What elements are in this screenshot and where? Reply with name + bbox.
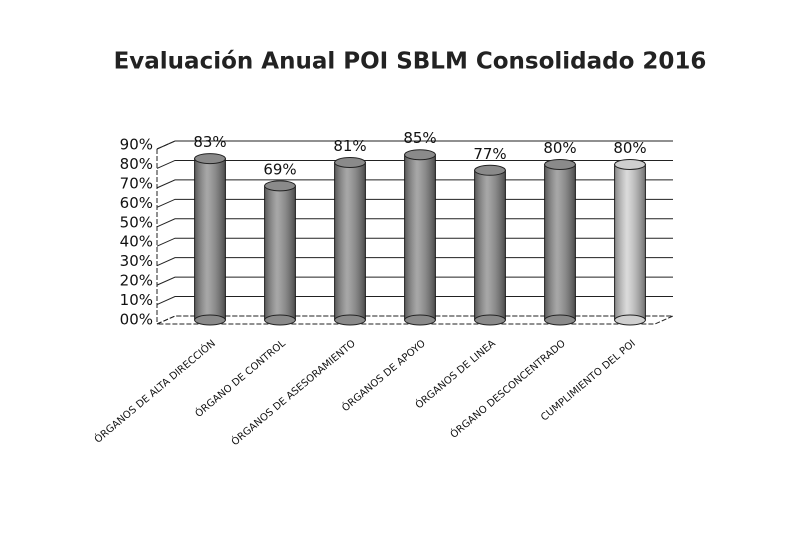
bar-shade bbox=[544, 164, 576, 320]
bar-base bbox=[404, 314, 436, 326]
bar-base bbox=[334, 314, 366, 326]
value-label: 80% bbox=[613, 139, 646, 157]
bar-base bbox=[544, 314, 576, 326]
bar-shade bbox=[404, 154, 436, 320]
grid-line bbox=[156, 140, 673, 150]
grid-line bbox=[156, 276, 673, 286]
bar-cap bbox=[264, 180, 296, 192]
bar-cap bbox=[474, 164, 506, 176]
y-tick-label: 60% bbox=[120, 194, 153, 212]
grid-line bbox=[156, 159, 673, 169]
y-tick-label: 10% bbox=[120, 291, 153, 309]
bar-base bbox=[194, 314, 226, 326]
chart-title: Evaluación Anual POI SBLM Consolidado 20… bbox=[114, 49, 707, 75]
bar-shade bbox=[334, 162, 366, 320]
value-label: 80% bbox=[543, 139, 576, 157]
value-label: 83% bbox=[193, 133, 226, 151]
bar-base bbox=[264, 314, 296, 326]
grid-line bbox=[156, 179, 673, 189]
bar-cap bbox=[404, 149, 436, 161]
bar-cap bbox=[544, 158, 576, 170]
bar-cap bbox=[194, 153, 226, 165]
y-tick-label: 90% bbox=[120, 136, 153, 154]
value-label: 81% bbox=[333, 137, 366, 155]
y-tick-label: 40% bbox=[120, 233, 153, 251]
grid-line bbox=[156, 296, 673, 306]
bar-shade bbox=[474, 170, 506, 320]
x-tick-label: ÓRGANOS DE ASESORAMIENTO bbox=[229, 337, 358, 449]
y-tick-label: 20% bbox=[120, 272, 153, 290]
y-tick-label: 50% bbox=[120, 213, 153, 231]
bar-base bbox=[614, 314, 646, 326]
y-tick-label: 30% bbox=[120, 252, 153, 270]
value-label: 77% bbox=[473, 145, 506, 163]
bar-cap bbox=[614, 158, 646, 170]
grid-line bbox=[156, 315, 673, 325]
y-tick-label: 00% bbox=[120, 311, 153, 329]
value-label: 85% bbox=[403, 129, 436, 147]
value-label: 69% bbox=[263, 160, 296, 178]
x-tick-label: ÓRGANO DESCONCENTRADO bbox=[447, 337, 568, 441]
y-tick-label: 70% bbox=[120, 174, 153, 192]
bar-shade bbox=[194, 158, 226, 320]
bar-shade bbox=[264, 185, 296, 320]
grid-line bbox=[156, 218, 673, 228]
bar-shade bbox=[614, 164, 646, 320]
grid-line bbox=[156, 257, 673, 267]
bar-base bbox=[474, 314, 506, 326]
grid-line bbox=[156, 198, 673, 208]
y-tick-label: 80% bbox=[120, 155, 153, 173]
bar-cap bbox=[334, 157, 366, 168]
grid-line bbox=[156, 237, 673, 247]
x-tick-label: ÓRGANOS DE ALTA DIRECCIÓN bbox=[91, 337, 217, 446]
